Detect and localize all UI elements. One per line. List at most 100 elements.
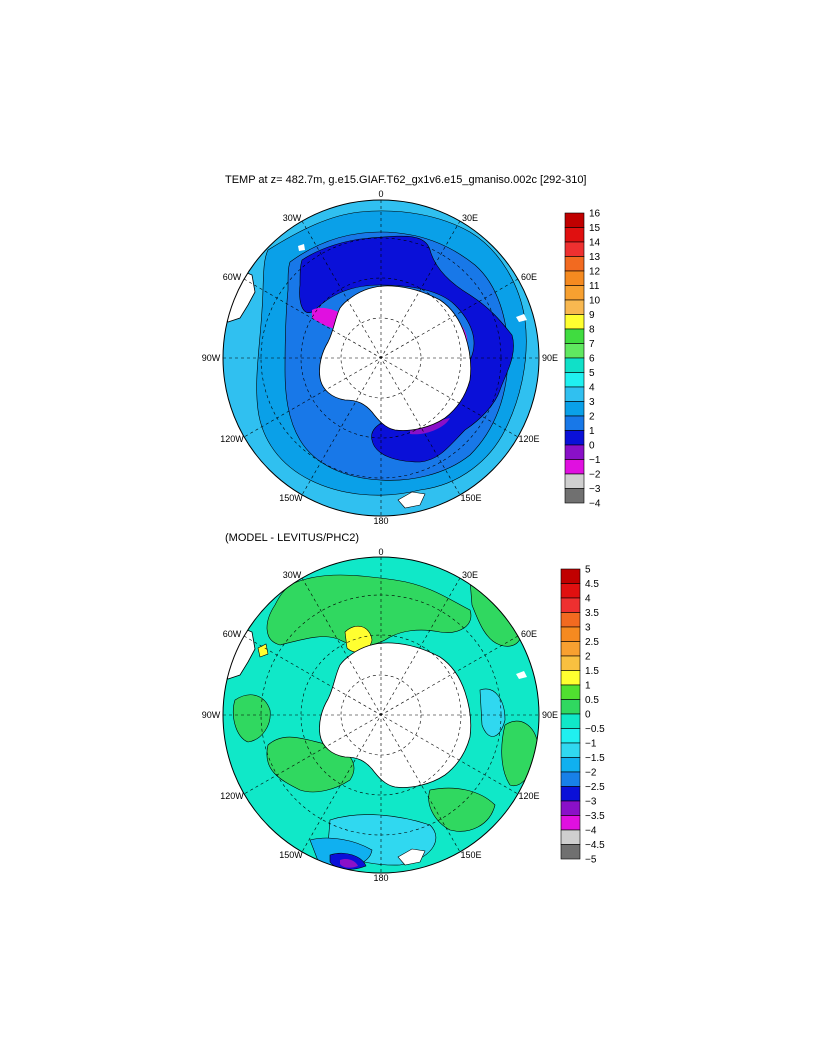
positive-patch-atlantic bbox=[266, 574, 472, 647]
antarctica-land bbox=[319, 642, 472, 788]
colorbar-cell bbox=[564, 473, 585, 489]
colorbar-label: 2 bbox=[589, 412, 595, 423]
colorbar-label: 15 bbox=[589, 223, 601, 234]
lon-label-150e: 150E bbox=[460, 493, 481, 503]
colorbar-label: 5 bbox=[589, 368, 595, 379]
colorbar-cell bbox=[564, 328, 585, 344]
warm-spot-west bbox=[257, 643, 269, 658]
small-island bbox=[298, 244, 305, 251]
lon-label-30e: 30E bbox=[462, 570, 478, 580]
colorbar-label: 1 bbox=[585, 681, 591, 692]
colorbar-cell bbox=[560, 655, 581, 671]
warm-spot bbox=[344, 625, 373, 653]
colorbar-cell bbox=[560, 757, 581, 773]
colorbar-cell bbox=[560, 568, 581, 584]
colorbar-label: 5 bbox=[585, 565, 591, 576]
negative-patch-indian bbox=[479, 688, 506, 737]
colorbar-label: 7 bbox=[589, 339, 595, 350]
lon-label-120e: 120E bbox=[518, 434, 539, 444]
lon-label-0: 0 bbox=[378, 547, 383, 557]
colorbar-label: 16 bbox=[589, 209, 601, 220]
colorbar-label: 14 bbox=[589, 238, 601, 249]
lon-label-150w: 150W bbox=[279, 493, 303, 503]
colorbar-cell bbox=[560, 641, 581, 657]
coastal-patch-wilkes bbox=[410, 418, 450, 435]
colorbar-cell bbox=[564, 415, 585, 431]
polar-band-0-1 bbox=[299, 235, 514, 463]
lon-label-90e: 90E bbox=[542, 353, 558, 363]
panel-2-map bbox=[223, 557, 539, 873]
colorbar-cell bbox=[564, 401, 585, 417]
colorbar-cell bbox=[564, 386, 585, 402]
panel-1-temperature: TEMP at z= 482.7m, g.e15.GIAF.T62_gx1v6.… bbox=[202, 174, 601, 526]
colorbar-cell bbox=[560, 583, 581, 599]
positive-patch-south bbox=[428, 787, 496, 832]
colorbar-cell bbox=[560, 728, 581, 744]
colorbar-label: −0.5 bbox=[585, 724, 605, 735]
colorbar-cell bbox=[564, 270, 585, 286]
colorbar-cell bbox=[560, 844, 581, 860]
antarctica-land bbox=[319, 285, 472, 431]
colorbar-label: 12 bbox=[589, 267, 601, 278]
colorbar-cell bbox=[564, 444, 585, 460]
new-zealand-land bbox=[397, 491, 426, 509]
new-zealand-land bbox=[397, 848, 426, 866]
colorbar-label: −5 bbox=[585, 855, 597, 866]
colorbar-label: −3 bbox=[589, 484, 601, 495]
colorbar-label: 4.5 bbox=[585, 579, 599, 590]
colorbar-cell bbox=[564, 357, 585, 373]
colorbar-label: 13 bbox=[589, 252, 601, 263]
lon-label-90e: 90E bbox=[542, 710, 558, 720]
colorbar-cell bbox=[560, 612, 581, 628]
lon-label-120e: 120E bbox=[518, 791, 539, 801]
panel-2-longitude-labels: 0 30E 60E 90E 120E 150E 180 150W 120W 90… bbox=[202, 547, 558, 883]
lon-label-60e: 60E bbox=[521, 629, 537, 639]
colorbar-cell bbox=[564, 314, 585, 330]
colorbar-label: 11 bbox=[589, 281, 600, 292]
colorbar-label: −1 bbox=[585, 739, 597, 750]
panel-2-colorbar: 5 4.5 4 3.5 3 2.5 2 1.5 1 0.5 0 −0.5 −1 −1.5 −2 −2.5 −3 −… bbox=[560, 565, 605, 866]
panel-2-difference: (MODEL - LEVITUS/PHC2) bbox=[202, 532, 605, 883]
colorbar-cell bbox=[564, 459, 585, 475]
colorbar-cell bbox=[564, 430, 585, 446]
colorbar-cell bbox=[560, 800, 581, 816]
colorbar-cell bbox=[560, 699, 581, 715]
colorbar-label: 2 bbox=[585, 652, 591, 663]
lon-label-0: 0 bbox=[378, 189, 383, 199]
colorbar-label: −1 bbox=[589, 455, 601, 466]
colorbar-cell bbox=[564, 343, 585, 359]
colorbar-label: −3.5 bbox=[585, 811, 605, 822]
lon-label-30e: 30E bbox=[462, 213, 478, 223]
lon-label-120w: 120W bbox=[220, 791, 244, 801]
colorbar-label: −1.5 bbox=[585, 753, 605, 764]
colorbar-label: 0 bbox=[585, 710, 591, 721]
colorbar-cell bbox=[560, 626, 581, 642]
lon-label-60w: 60W bbox=[223, 272, 242, 282]
colorbar-label: 1.5 bbox=[585, 666, 599, 677]
colorbar-cell bbox=[560, 684, 581, 700]
colorbar-cell bbox=[564, 256, 585, 272]
colorbar-label: 0 bbox=[589, 441, 595, 452]
colorbar-label: −4.5 bbox=[585, 840, 605, 851]
colorbar-label: 10 bbox=[589, 296, 601, 307]
colorbar-label: 2.5 bbox=[585, 637, 599, 648]
lon-label-90w: 90W bbox=[202, 353, 221, 363]
colorbar-cell bbox=[560, 815, 581, 831]
colorbar-label: 6 bbox=[589, 354, 595, 365]
panel-1-map bbox=[223, 200, 539, 516]
colorbar-label: 3 bbox=[585, 623, 591, 634]
colorbar-cell bbox=[560, 713, 581, 729]
colorbar-label: −3 bbox=[585, 797, 597, 808]
colorbar-cell bbox=[564, 299, 585, 315]
colorbar-cell bbox=[564, 241, 585, 257]
panel-2-map-border bbox=[222, 556, 540, 874]
colorbar-label: −2 bbox=[585, 768, 597, 779]
colorbar-cell bbox=[564, 488, 585, 504]
lon-label-60w: 60W bbox=[223, 629, 242, 639]
colorbar-label: 4 bbox=[589, 383, 595, 394]
colorbar-label: 0.5 bbox=[585, 695, 599, 706]
lon-label-150w: 150W bbox=[279, 850, 303, 860]
colorbar-label: −4 bbox=[589, 499, 601, 510]
